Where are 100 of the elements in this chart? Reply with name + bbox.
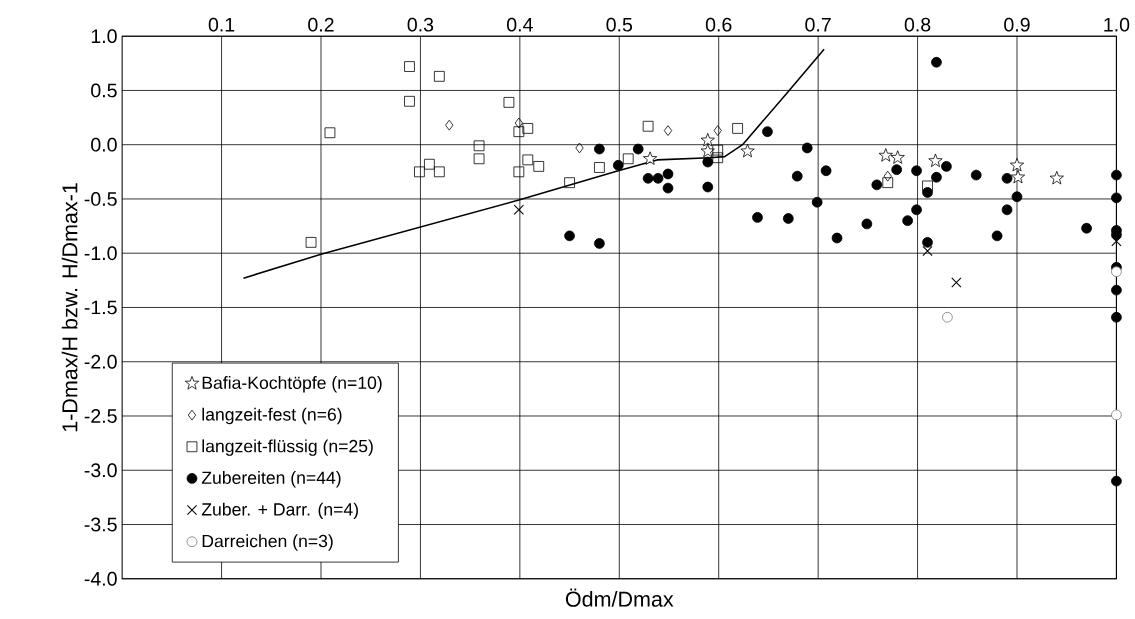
point [575, 142, 584, 154]
point [911, 165, 922, 177]
point [662, 168, 674, 180]
point [732, 123, 743, 134]
point [941, 161, 952, 172]
x-tick-label: 0.8 [904, 17, 931, 32]
point [564, 230, 575, 242]
point [652, 173, 664, 184]
point [433, 166, 445, 178]
y-tick-label: -1.0 [84, 246, 117, 261]
y-tick-label: -3.0 [84, 463, 117, 478]
point [1111, 409, 1122, 421]
point [1111, 284, 1122, 296]
point [942, 311, 953, 323]
point [922, 237, 933, 248]
point [782, 213, 794, 224]
x-axis-title: Ödm/Dmax [565, 588, 674, 607]
y-tick-label: -2.5 [84, 409, 117, 423]
x-tick-label: 0.5 [606, 17, 633, 32]
point [902, 215, 913, 227]
point [404, 96, 415, 107]
point [414, 166, 425, 178]
point [700, 143, 715, 158]
point [882, 177, 894, 189]
point [791, 170, 803, 182]
point [911, 204, 922, 216]
point [740, 143, 755, 158]
x-tick-label: 0.7 [805, 17, 831, 32]
point [503, 97, 515, 108]
legend-label: langzeit-flüssig (n=25) [202, 439, 373, 456]
x-tick-label: 0.4 [507, 17, 533, 32]
y-tick-label: 0.5 [91, 83, 117, 98]
y-tick-label: -2.0 [84, 354, 117, 369]
point [861, 218, 873, 230]
point [445, 119, 454, 131]
point [1081, 222, 1092, 234]
point [752, 212, 763, 223]
point [642, 173, 654, 184]
point [533, 161, 545, 172]
point [890, 150, 905, 164]
x-tick-label: 0.3 [407, 17, 434, 32]
point [513, 126, 525, 138]
point [871, 179, 883, 191]
point [622, 153, 634, 165]
point [594, 143, 605, 155]
legend-label: Zubereiten (n=44) [201, 471, 341, 488]
point [513, 166, 525, 178]
line-series [242, 48, 825, 280]
point [1001, 173, 1013, 184]
point [713, 125, 722, 136]
point [424, 158, 435, 170]
point [514, 117, 523, 129]
point [612, 160, 624, 171]
point [1049, 170, 1064, 185]
point [700, 132, 715, 147]
point [702, 181, 714, 193]
point [931, 56, 942, 68]
point [663, 125, 673, 136]
point [928, 153, 943, 168]
point [1111, 236, 1122, 247]
point [404, 61, 415, 72]
point [594, 162, 605, 173]
point [922, 180, 933, 192]
y-tick-label: 0.0 [91, 137, 117, 152]
point [801, 142, 813, 154]
point [1001, 204, 1013, 216]
point [991, 230, 1003, 242]
point [1111, 311, 1122, 323]
legend-label: Zuber. + Darr. (n=4) [201, 502, 358, 520]
point [642, 120, 654, 132]
point [712, 152, 724, 164]
y-tick-label: -4.0 [84, 571, 117, 586]
point [324, 127, 336, 139]
point [632, 143, 644, 155]
point [878, 148, 893, 162]
point [931, 171, 942, 183]
point [1011, 191, 1023, 203]
point [1111, 192, 1122, 204]
point [522, 123, 534, 134]
x-tick-label: 0.1 [208, 17, 235, 32]
y-tick-label: -0.5 [84, 192, 117, 206]
point [883, 170, 892, 182]
legend-label: langzeit-fest (n=6) [202, 407, 342, 425]
point [473, 140, 485, 152]
point [811, 196, 823, 208]
y-tick-label: -3.5 [84, 517, 117, 532]
point [643, 151, 658, 165]
point [522, 154, 534, 166]
point [820, 165, 832, 177]
x-tick-label: 1.0 [1104, 17, 1130, 32]
x-tick-label: 0.6 [705, 17, 732, 32]
point [662, 182, 674, 194]
x-tick-label: 0.9 [1004, 17, 1030, 32]
legend-label: Darreichen (n=3) [202, 534, 333, 551]
point [433, 71, 445, 82]
point [702, 156, 714, 168]
point [1111, 169, 1122, 181]
point [712, 144, 724, 156]
point [762, 126, 773, 138]
point [305, 237, 317, 248]
